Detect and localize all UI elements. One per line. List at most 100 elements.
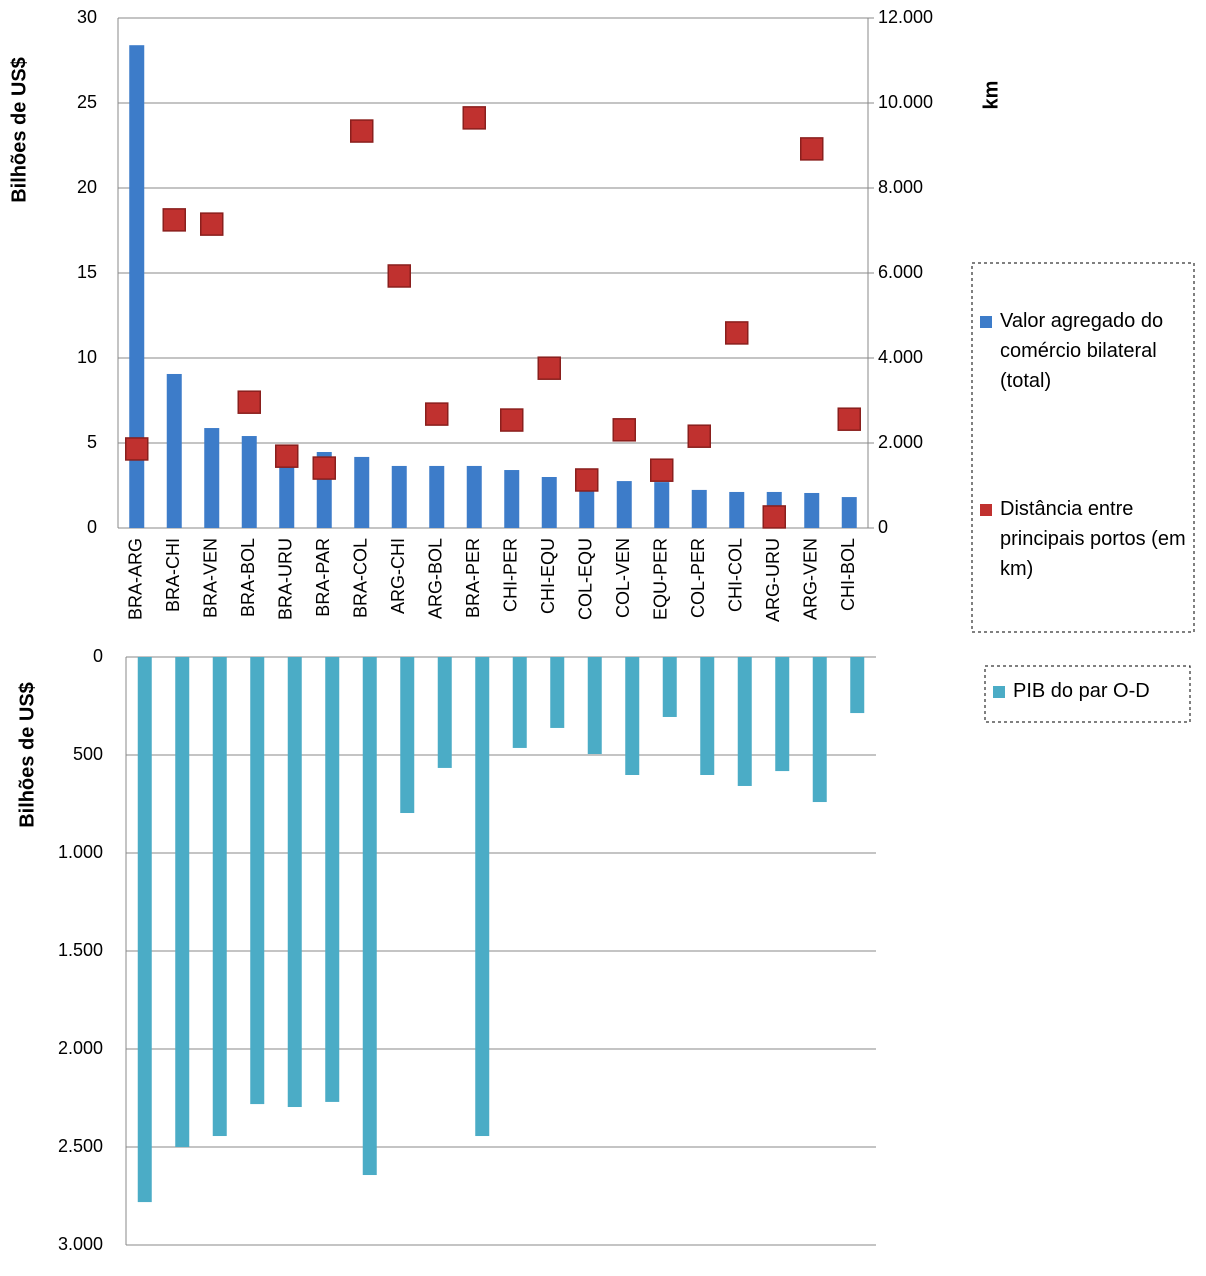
- marker: [800, 137, 824, 161]
- marker: [837, 407, 861, 431]
- legend-label: PIB do par O-D: [1013, 680, 1150, 702]
- x-tick-label: COL-EQU: [576, 538, 596, 620]
- y2-tick-label: 4.000: [878, 347, 923, 367]
- y2-tick-label: 10.000: [878, 92, 933, 112]
- y-tick-label: 2.000: [58, 1038, 103, 1058]
- bar: [512, 657, 527, 748]
- bar: [354, 456, 370, 528]
- bar: [662, 657, 677, 717]
- bar: [137, 657, 152, 1203]
- legend-swatch: [993, 686, 1005, 698]
- marker: [725, 321, 749, 345]
- y2-tick-label: 8.000: [878, 177, 923, 197]
- bar: [204, 428, 220, 528]
- x-tick-label: CHI-COL: [726, 538, 746, 612]
- bar: [212, 657, 227, 1137]
- marker: [537, 356, 561, 380]
- y-axis-label: Bilhões de US$: [8, 57, 30, 203]
- y2-tick-label: 6.000: [878, 262, 923, 282]
- y-tick-label: 25: [77, 92, 97, 112]
- x-tick-label: BRA-BOL: [238, 538, 258, 617]
- x-tick-label: BRA-CHI: [163, 538, 183, 612]
- y2-axis-label: km: [980, 81, 1002, 110]
- bar: [850, 657, 865, 714]
- bar: [362, 657, 377, 1176]
- bar: [400, 657, 415, 814]
- bar: [691, 489, 707, 528]
- marker: [612, 418, 636, 442]
- bar: [737, 657, 752, 786]
- marker: [162, 208, 186, 232]
- bar: [804, 492, 820, 528]
- x-tick-label: ARG-BOL: [426, 538, 446, 619]
- marker: [275, 444, 299, 468]
- bar: [391, 465, 407, 528]
- legend-box: [971, 262, 1195, 633]
- x-tick-label: CHI-EQU: [538, 538, 558, 614]
- bar: [700, 657, 715, 775]
- bar: [550, 657, 565, 728]
- y-tick-label: 30: [77, 7, 97, 27]
- marker: [650, 458, 674, 482]
- legend-box: [984, 665, 1191, 723]
- legend-swatch: [980, 316, 992, 328]
- y-tick-label: 0: [87, 517, 97, 537]
- y-tick-label: 500: [73, 744, 103, 764]
- marker: [350, 119, 374, 143]
- legend-label: Distância entre principais portos (em km…: [1000, 498, 1186, 580]
- marker: [462, 106, 486, 130]
- x-tick-label: EQU-PER: [651, 538, 671, 620]
- x-tick-label: BRA-PER: [463, 538, 483, 618]
- y2-tick-label: 12.000: [878, 7, 933, 27]
- marker: [237, 390, 261, 414]
- y-tick-label: 10: [77, 347, 97, 367]
- legend-label-box: Distância entre principais portos (em km…: [1000, 498, 1186, 580]
- x-tick-label: BRA-VEN: [201, 538, 221, 618]
- marker: [500, 408, 524, 432]
- y-tick-label: 2.500: [58, 1136, 103, 1156]
- bar: [541, 477, 557, 528]
- y2-tick-label: 2.000: [878, 432, 923, 452]
- bar: [466, 465, 482, 528]
- x-tick-label: COL-VEN: [613, 538, 633, 618]
- bar: [250, 657, 265, 1105]
- bar: [437, 657, 452, 768]
- x-tick-label: CHI-PER: [501, 538, 521, 612]
- bar: [616, 481, 632, 528]
- y-tick-label: 1.000: [58, 842, 103, 862]
- bar: [579, 483, 595, 528]
- y-tick-label: 1.500: [58, 940, 103, 960]
- y2-tick-label: 0: [878, 517, 888, 537]
- legend-label: Valor agregado do comércio bilateral (to…: [1000, 310, 1164, 392]
- y-tick-label: 20: [77, 177, 97, 197]
- x-tick-label: BRA-ARG: [126, 538, 146, 620]
- bar: [241, 436, 257, 528]
- marker: [687, 424, 711, 448]
- y-tick-label: 15: [77, 262, 97, 282]
- marker: [312, 456, 336, 480]
- x-tick-label: BRA-COL: [351, 538, 371, 618]
- bar: [625, 657, 640, 775]
- marker: [200, 212, 224, 236]
- bar: [841, 497, 857, 528]
- bar: [166, 373, 182, 528]
- bar: [587, 657, 602, 755]
- legend-label-box: PIB do par O-D: [1013, 680, 1150, 702]
- x-tick-label: COL-PER: [688, 538, 708, 618]
- marker: [125, 437, 149, 461]
- x-tick-label: ARG-VEN: [801, 538, 821, 620]
- legend-label-box: Valor agregado do comércio bilateral (to…: [1000, 310, 1164, 392]
- y-axis-label: Bilhões de US$: [16, 682, 38, 828]
- marker: [425, 402, 449, 426]
- x-tick-label: ARG-CHI: [388, 538, 408, 614]
- legend-swatch: [980, 504, 992, 516]
- x-tick-label: BRA-URU: [276, 538, 296, 620]
- bar: [654, 482, 670, 528]
- bar: [775, 657, 790, 772]
- y-tick-label: 0: [93, 646, 103, 666]
- bar: [729, 491, 745, 528]
- y-tick-label: 3.000: [58, 1234, 103, 1254]
- bar: [175, 657, 190, 1147]
- marker: [575, 468, 599, 492]
- bar: [279, 460, 295, 528]
